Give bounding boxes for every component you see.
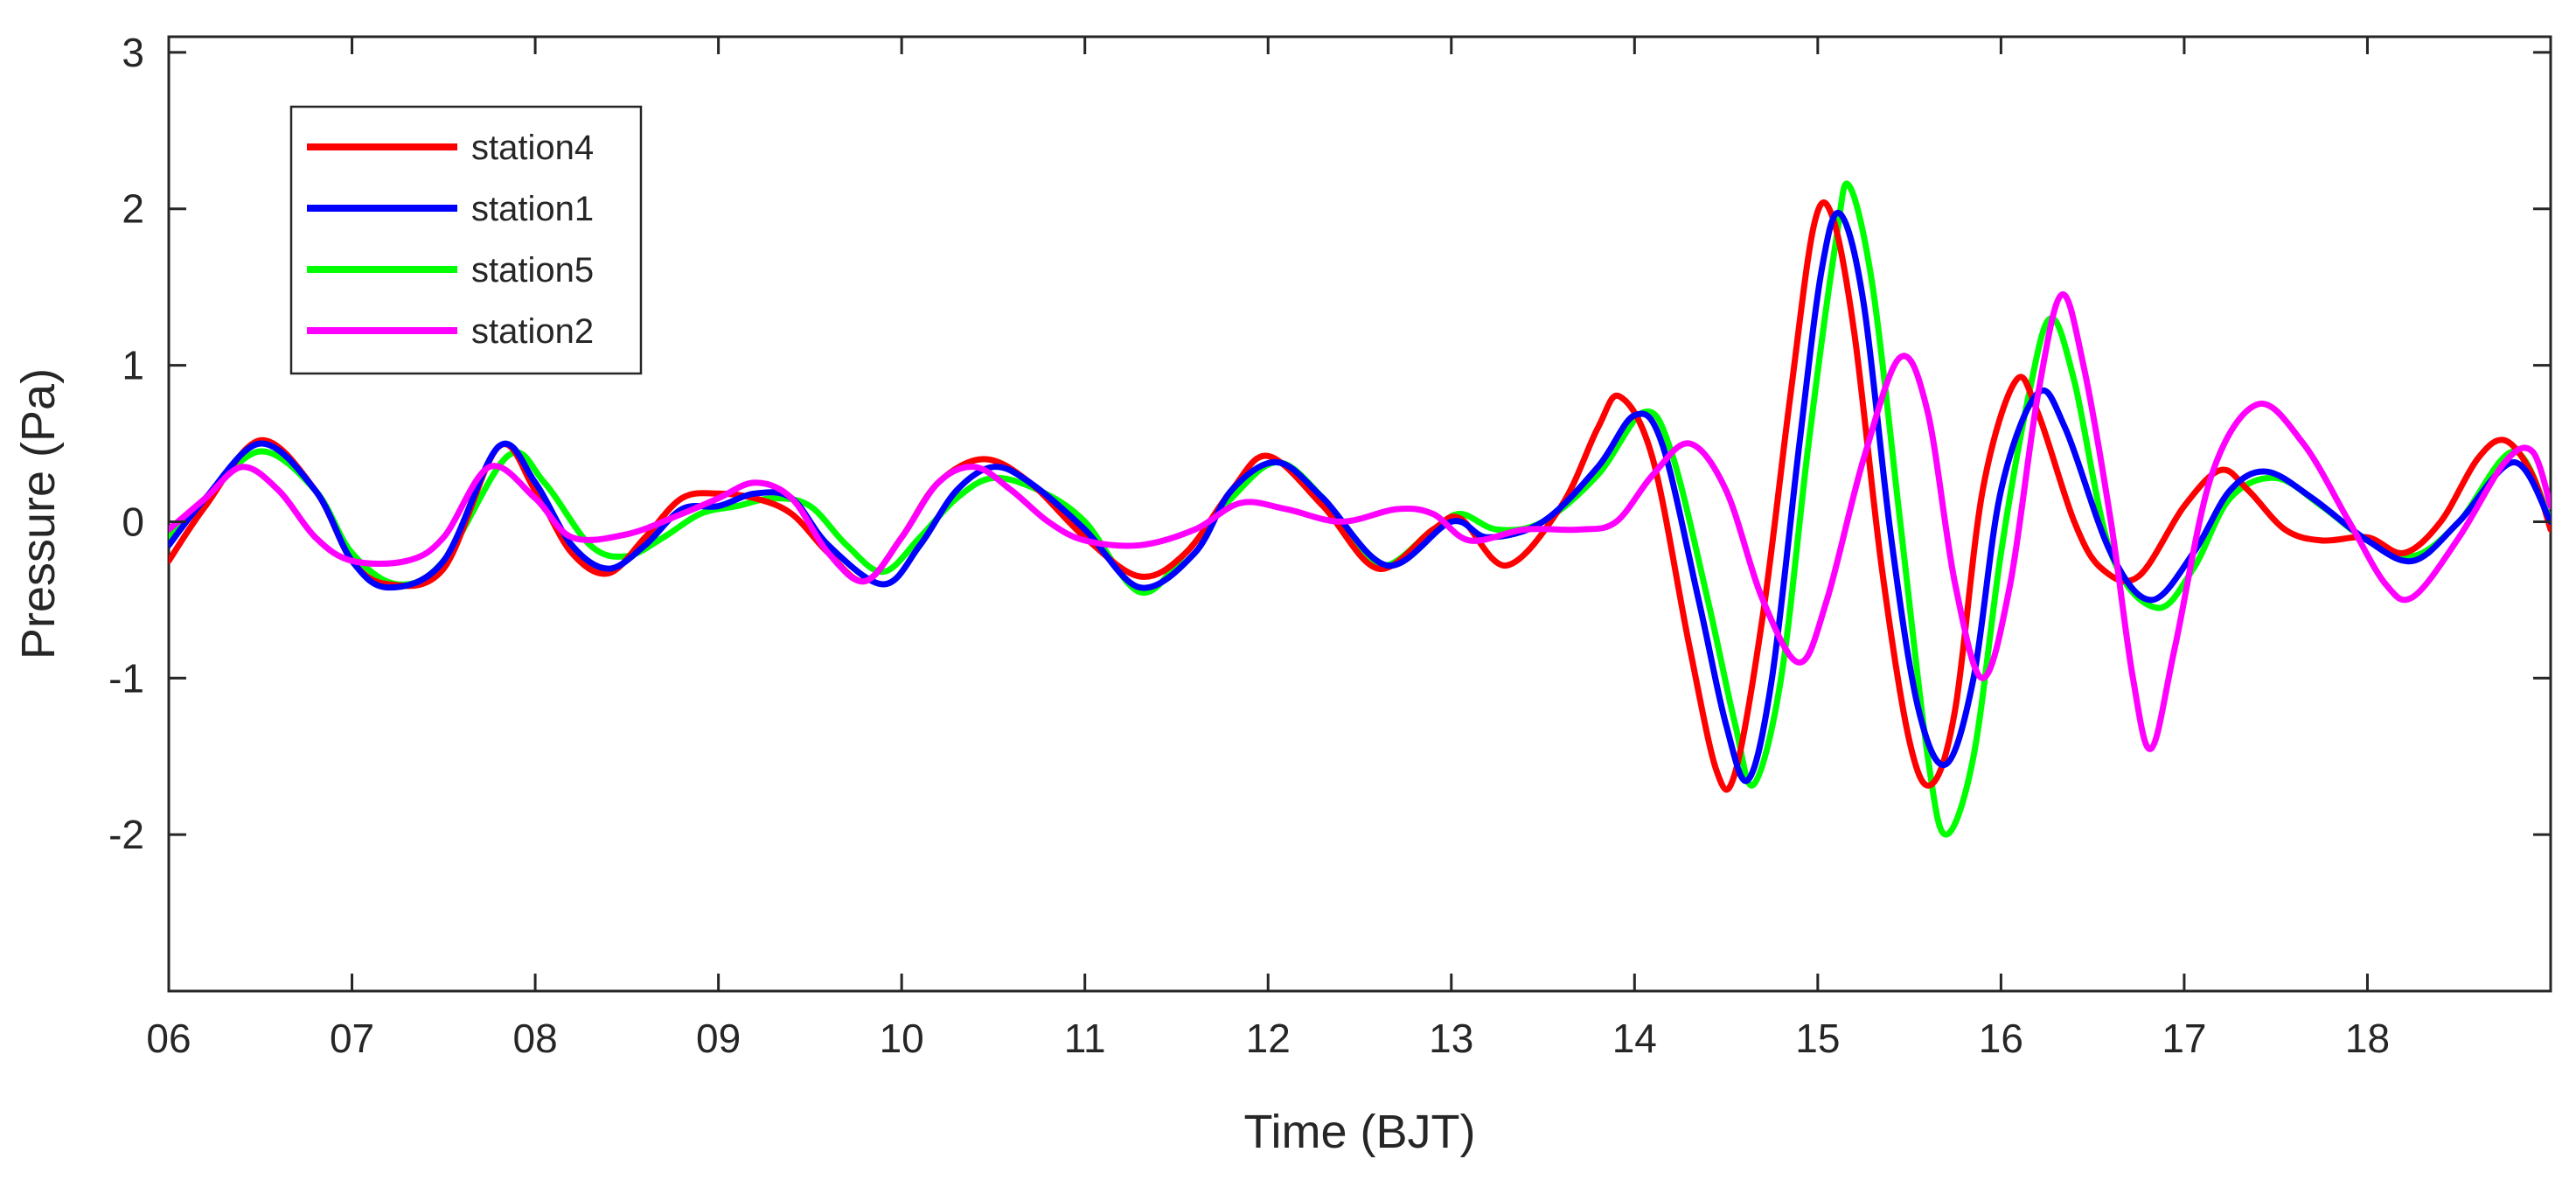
legend: station4 station1 station5 station2	[289, 105, 643, 375]
y-tick-label: -2	[108, 812, 144, 857]
series-line-station5	[169, 180, 2551, 838]
x-tick-label: 08	[512, 1016, 557, 1061]
x-tick-label: 09	[696, 1016, 741, 1061]
series-line-station1	[169, 209, 2551, 785]
x-tick-label: 06	[146, 1016, 191, 1061]
legend-label: station1	[471, 190, 594, 228]
x-tick-label: 17	[2162, 1016, 2206, 1061]
series-line-station2	[169, 291, 2551, 752]
x-tick-label: 15	[1795, 1016, 1840, 1061]
x-tick-label: 14	[1612, 1016, 1657, 1061]
y-axis-title: Pressure (Pa)	[12, 368, 65, 660]
y-tick-label: 0	[122, 499, 144, 544]
x-tick-label: 18	[2345, 1016, 2390, 1061]
x-tick-label: 10	[880, 1016, 924, 1061]
x-tick-label: 11	[1064, 1016, 1106, 1061]
x-tick-label: 12	[1246, 1016, 1291, 1061]
legend-label: station4	[471, 129, 594, 167]
y-tick-label: -1	[108, 655, 144, 701]
x-tick-label: 16	[1979, 1016, 2023, 1061]
x-axis: 06 07 08 09 10 11 12 13 14 15 16 17 18	[146, 37, 2390, 1061]
x-axis-title: Time (BJT)	[1244, 1106, 1476, 1158]
y-axis: -2 -1 0 1 2 3	[108, 30, 2551, 857]
y-tick-label: 2	[122, 186, 144, 232]
series-layer	[169, 180, 2551, 838]
y-tick-label: 1	[122, 343, 144, 388]
legend-label: station2	[471, 312, 594, 351]
y-tick-label: 3	[122, 30, 144, 75]
legend-label: station5	[471, 251, 594, 290]
x-tick-label: 13	[1429, 1016, 1473, 1061]
x-tick-label: 07	[330, 1016, 374, 1061]
